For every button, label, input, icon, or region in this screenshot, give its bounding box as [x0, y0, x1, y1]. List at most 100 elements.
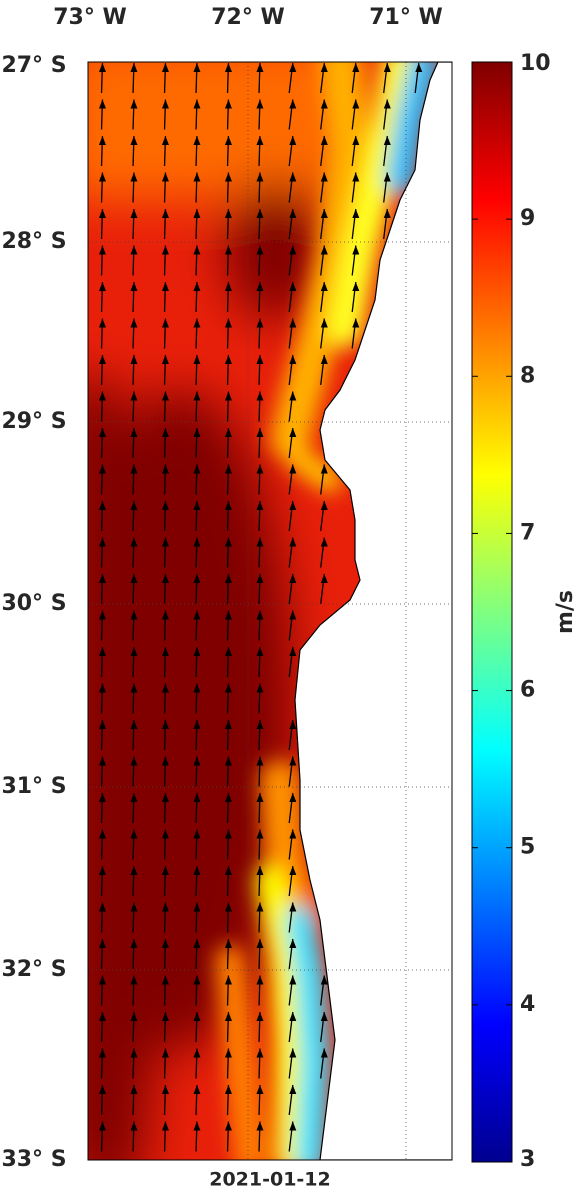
- wind-arrow-head: [98, 975, 106, 985]
- wind-arrow-head: [289, 793, 297, 802]
- wind-arrow-head: [256, 537, 264, 547]
- wind-arrow-head: [224, 1048, 232, 1058]
- wind-arrow-head: [98, 610, 106, 620]
- colorbar-tick-label: 9: [520, 206, 535, 231]
- wind-arrow-head: [320, 245, 328, 255]
- wind-arrow-head: [98, 574, 106, 583]
- wind-arrow-head: [161, 428, 169, 437]
- wind-arrow-head: [352, 318, 360, 328]
- wind-arrow-head: [256, 647, 264, 656]
- wind-arrow-head: [289, 391, 297, 401]
- wind-arrow-head: [383, 209, 391, 218]
- wind-arrows: [98, 62, 423, 1152]
- wind-arrow-head: [98, 537, 106, 547]
- colorbar-tick-label: 5: [520, 835, 535, 860]
- wind-arrow-head: [193, 391, 201, 401]
- wind-arrow-head: [98, 939, 106, 948]
- wind-arrow-head: [130, 464, 138, 474]
- wind-arrow-head: [161, 136, 169, 145]
- wind-arrow-head: [256, 355, 264, 364]
- wind-arrow-head: [193, 245, 201, 255]
- wind-arrow-head: [224, 683, 232, 693]
- wind-arrow-head: [98, 647, 106, 656]
- colorbar-label: m/s: [553, 590, 578, 634]
- wind-arrow-head: [98, 428, 106, 437]
- wind-arrow-head: [193, 136, 201, 145]
- wind-arrow-head: [161, 975, 169, 985]
- wind-arrow-head: [193, 355, 201, 364]
- wind-arrow-head: [289, 209, 297, 218]
- wind-arrow-head: [256, 683, 264, 693]
- wind-arrow-head: [193, 647, 201, 656]
- lat-label: 31° S: [1, 774, 66, 799]
- wind-arrow-head: [98, 829, 106, 839]
- wind-arrow-head: [289, 136, 297, 145]
- wind-arrow-head: [193, 610, 201, 620]
- wind-arrow-head: [352, 172, 360, 182]
- lon-label: 71° W: [369, 5, 443, 30]
- wind-arrow-head: [130, 63, 138, 72]
- wind-arrow-head: [224, 1085, 232, 1094]
- wind-arrow-head: [193, 172, 201, 182]
- wind-arrow-head: [130, 282, 138, 291]
- wind-arrow-head: [98, 355, 106, 364]
- graticule: [88, 62, 452, 1160]
- wind-arrow-head: [224, 610, 232, 620]
- wind-arrow-head: [193, 1012, 201, 1021]
- wind-arrow-head: [161, 63, 169, 72]
- wind-arrow-head: [161, 574, 169, 583]
- date-label: 2021-01-12: [209, 1169, 331, 1188]
- wind-arrow-head: [352, 282, 360, 291]
- wind-arrow-head: [98, 245, 106, 255]
- wind-arrow-head: [98, 209, 106, 218]
- wind-arrow-head: [161, 172, 169, 182]
- wind-arrow-head: [98, 756, 106, 766]
- colorbar-tick-label: 4: [520, 992, 535, 1017]
- wind-arrow-head: [193, 537, 201, 547]
- wind-arrow-head: [256, 501, 264, 510]
- lon-label: 72° W: [211, 5, 285, 30]
- wind-arrow-head: [256, 63, 264, 72]
- wind-arrow-head: [161, 647, 169, 656]
- wind-arrow-head: [161, 939, 169, 948]
- wind-arrow-head: [320, 99, 328, 109]
- wind-arrow-head: [289, 537, 297, 547]
- wind-arrow-head: [352, 136, 360, 145]
- wind-arrow-head: [130, 1121, 138, 1131]
- wind-arrow-head: [161, 829, 169, 839]
- wind-arrow-head: [98, 391, 106, 401]
- lat-label: 32° S: [1, 957, 66, 982]
- wind-arrow-head: [224, 756, 232, 766]
- wind-arrow-head: [224, 355, 232, 364]
- wind-arrow-head: [256, 136, 264, 145]
- wind-arrow-head: [289, 902, 297, 912]
- wind-arrow-head: [289, 829, 297, 839]
- wind-arrow-head: [98, 464, 106, 474]
- wind-arrow-head: [161, 355, 169, 364]
- wind-arrow-head: [256, 574, 264, 583]
- wind-arrow-head: [161, 902, 169, 912]
- wind-arrow-head: [224, 99, 232, 109]
- wind-arrow-head: [130, 793, 138, 802]
- wind-arrow-head: [98, 1085, 106, 1094]
- colorbar-tick-label: 8: [520, 363, 535, 388]
- wind-arrow-head: [130, 574, 138, 583]
- wind-arrow-head: [130, 1048, 138, 1058]
- wind-arrow-head: [256, 793, 264, 802]
- wind-arrow-head: [224, 1121, 232, 1131]
- wind-arrow-head: [320, 63, 328, 72]
- wind-arrow-head: [320, 464, 328, 474]
- wind-arrow-head: [289, 282, 297, 291]
- map-frame: [87, 61, 453, 1161]
- wind-arrow-head: [98, 720, 106, 729]
- wind-arrow-head: [224, 282, 232, 291]
- wind-arrow-head: [224, 975, 232, 985]
- wind-arrow-head: [161, 1048, 169, 1058]
- wind-arrow-head: [193, 464, 201, 474]
- wind-arrow-head: [256, 756, 264, 766]
- wind-arrow-head: [130, 355, 138, 364]
- wind-arrow-head: [320, 172, 328, 182]
- wind-arrow-head: [256, 610, 264, 620]
- wind-arrow-head: [256, 902, 264, 912]
- wind-arrow-head: [289, 866, 297, 875]
